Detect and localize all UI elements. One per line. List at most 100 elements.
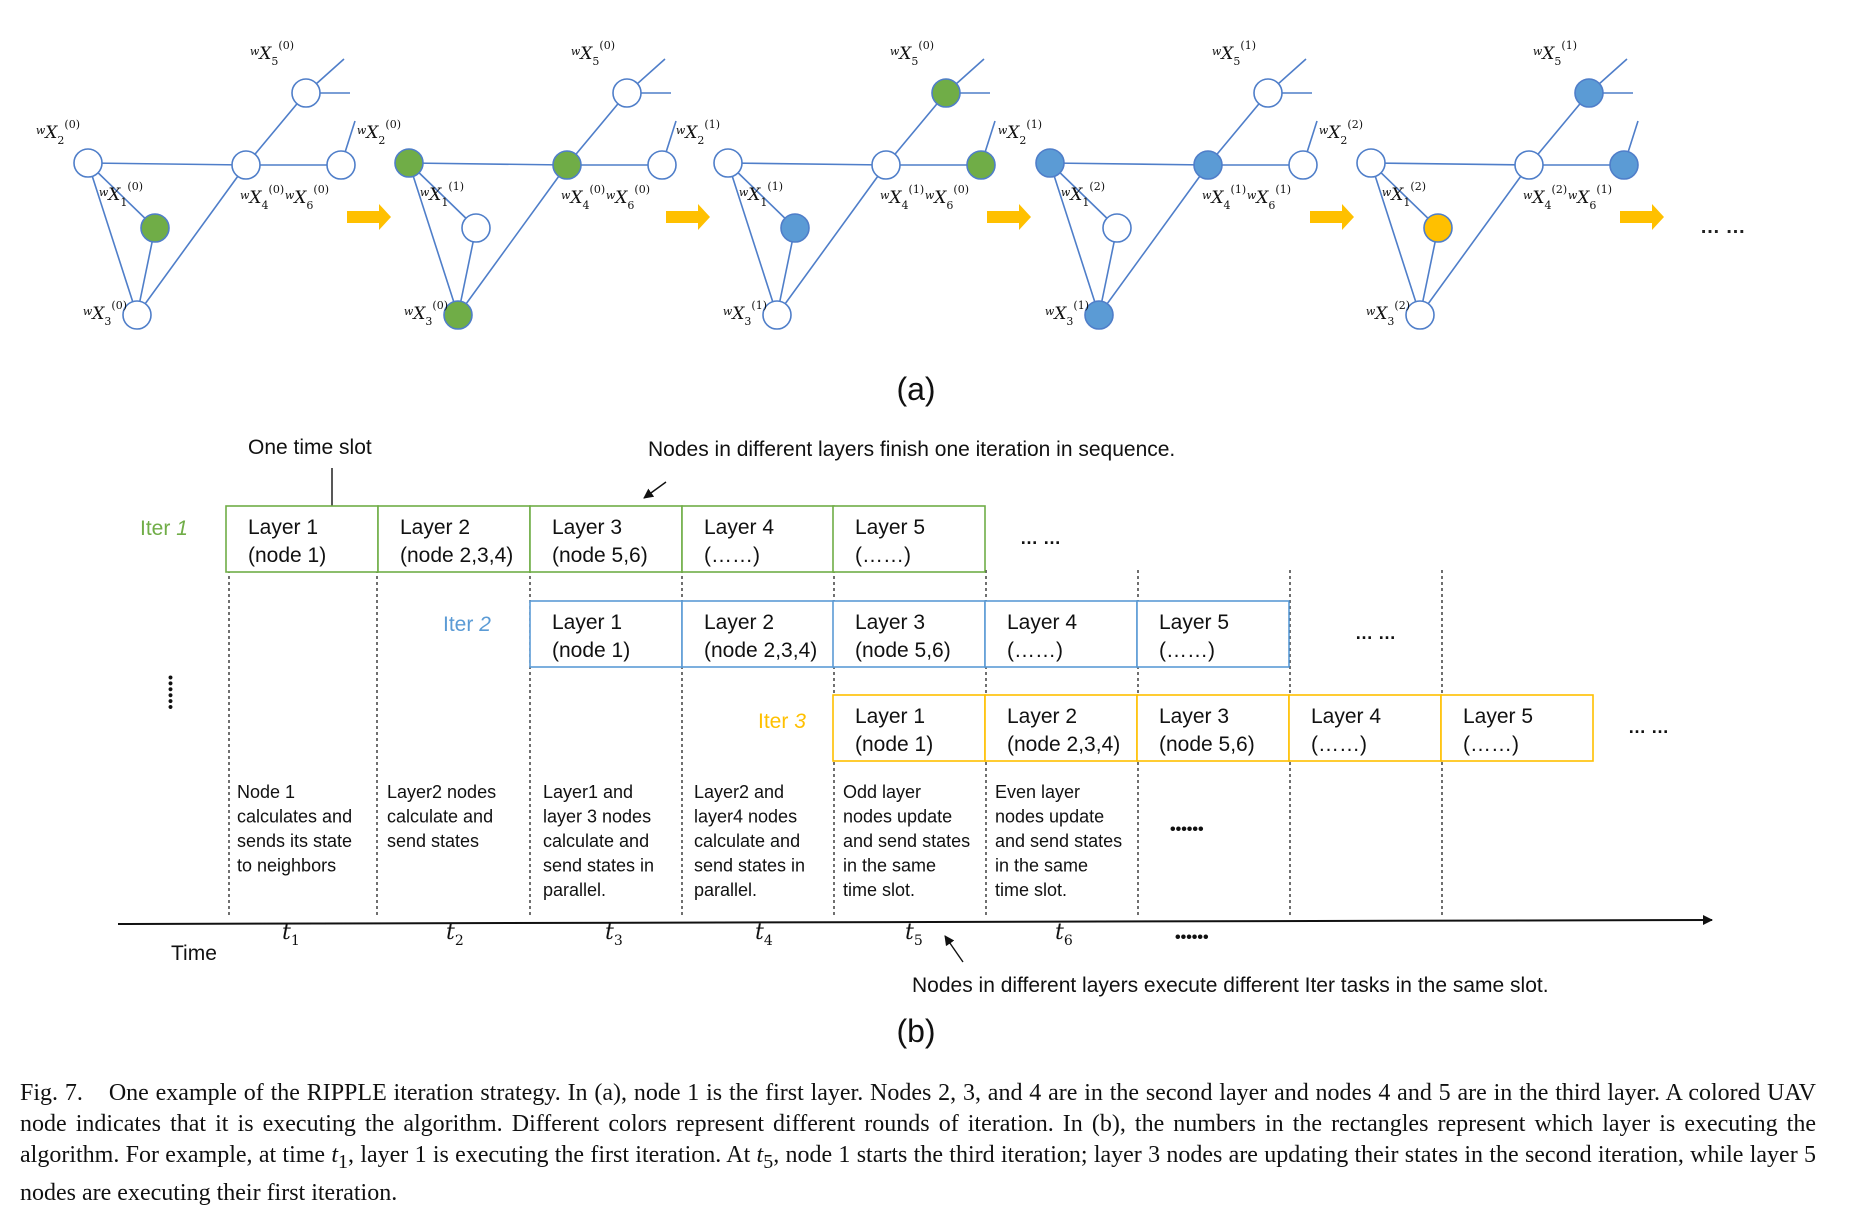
transition-arrow-icon <box>347 204 391 230</box>
node-state-label-4: wX4(0) <box>561 183 605 212</box>
description-line: Layer2 nodes <box>387 782 496 802</box>
edge <box>1528 92 1590 166</box>
layer-cell-nodes: (……) <box>704 544 760 567</box>
time-tick-label: t5 <box>905 920 923 949</box>
time-tick-label: t1 <box>282 920 300 949</box>
layer-cell-nodes: (node 2,3,4) <box>1007 733 1120 756</box>
network-stage-2: wX1(1) wX2(0) wX3(0) wX4(0) wX5(0) wX6(0) <box>357 39 677 330</box>
uav-node-1 <box>461 213 491 243</box>
uav-node-3 <box>1084 300 1114 330</box>
uav-node-6 <box>1609 150 1639 180</box>
node-state-label-6: wX6(1) <box>1568 183 1612 212</box>
node-state-label-2: wX2(2) <box>1319 118 1363 147</box>
transition-arrow-icon <box>666 204 710 230</box>
layer-cell-title: Layer 4 <box>1007 611 1077 634</box>
layer-cell: Layer 2 (node 2,3,4) <box>984 694 1138 762</box>
edge <box>566 92 628 166</box>
layer-cell-box <box>832 694 986 762</box>
node-state-label-5: wX5(1) <box>1533 39 1577 68</box>
layer-cell-nodes: (……) <box>1311 733 1367 756</box>
description-line: in the same <box>843 856 936 876</box>
caption-lead: Fig. 7. <box>20 1080 83 1106</box>
node-state-label-5: wX5(0) <box>571 39 615 68</box>
layer-cell-box <box>1288 694 1442 762</box>
uav-node-2 <box>1035 148 1065 178</box>
edge <box>1049 162 1118 229</box>
transition-arrow-icon <box>987 204 1031 230</box>
layer-cell: Layer 5 (……) <box>1136 600 1290 668</box>
description-line: time slot. <box>995 880 1067 900</box>
uav-node-5 <box>931 78 961 108</box>
description-line: Node 1 <box>237 782 295 802</box>
edge <box>457 227 477 316</box>
layer-cell-box <box>1440 694 1594 762</box>
node-state-label-6: wX6(1) <box>1247 183 1291 212</box>
uav-node-6 <box>966 150 996 180</box>
panel-b-label: (b) <box>896 1013 935 1049</box>
uav-node-1 <box>1102 213 1132 243</box>
layer-cell-title: Layer 3 <box>552 516 622 539</box>
layer-cell: Layer 3 (node 5,6) <box>832 600 986 668</box>
node-state-label-4: wX4(1) <box>880 183 924 212</box>
edge <box>87 162 156 229</box>
caption-text-2: , layer 1 is executing the first iterati… <box>348 1142 757 1168</box>
uav-node-2 <box>1356 148 1386 178</box>
description-line: layer4 nodes <box>694 807 797 827</box>
iteration-rows: Layer 1(node 1)Layer 2(node 2,3,4)Layer … <box>225 505 1669 762</box>
layer-cell: Layer 3 (node 5,6) <box>529 505 683 573</box>
node-state-label-6: wX6(0) <box>606 183 650 212</box>
edge <box>885 92 947 166</box>
network-stage-1: wX1(0) wX2(0) wX3(0) wX4(0) wX5(0) wX6(0) <box>36 39 356 330</box>
uav-node-1 <box>140 213 170 243</box>
tick-ellipsis: •••••• <box>1175 929 1209 946</box>
iter-3-row: Layer 1(node 1)Layer 2(node 2,3,4)Layer … <box>832 694 1669 762</box>
slot-description-2: Layer2 nodes calculate and send states <box>387 782 496 851</box>
edge <box>1207 92 1269 166</box>
uav-node-6 <box>647 150 677 180</box>
node-state-label-6: wX6(0) <box>285 183 329 212</box>
uav-node-3 <box>443 300 473 330</box>
layer-cell: Layer 4 (……) <box>984 600 1138 668</box>
edge <box>1049 162 1209 166</box>
iter-ellipsis: … … <box>1020 528 1061 548</box>
uav-node-4 <box>231 150 261 180</box>
description-line: time slot. <box>843 880 915 900</box>
layer-cell-title: Layer 5 <box>1463 705 1533 728</box>
panel-b-timeline: One time slot Nodes in different layers … <box>0 430 1852 1050</box>
uav-node-6 <box>326 150 356 180</box>
description-line: Layer1 and <box>543 782 633 802</box>
slot-descriptions: Node 1 calculates and sends its state to ne… <box>237 782 1122 900</box>
edge <box>87 162 138 316</box>
iter-3-label: Iter 3 <box>758 710 806 733</box>
stages-ellipsis: … … <box>1700 216 1746 238</box>
layer-cell-title: Layer 4 <box>704 516 774 539</box>
slot-description-4: Layer2 and layer4 nodes calculate and send … <box>694 782 805 900</box>
uav-node-1 <box>1423 213 1453 243</box>
time-tick-label: t2 <box>446 920 464 949</box>
iter-1-label: Iter 1 <box>140 517 188 540</box>
edge <box>408 162 459 316</box>
edge <box>87 162 247 166</box>
vertical-ellipsis: •••••• <box>163 675 179 710</box>
edge <box>1049 162 1100 316</box>
layer-cell-title: Layer 5 <box>855 516 925 539</box>
uav-node-2 <box>73 148 103 178</box>
layer-cell-nodes: (node 1) <box>248 544 326 567</box>
layer-cell: Layer 5 (……) <box>832 505 986 573</box>
edge <box>1370 162 1439 229</box>
uav-node-2 <box>713 148 743 178</box>
node-state-label-3: wX3(1) <box>1045 299 1089 328</box>
iter-1-row: Layer 1(node 1)Layer 2(node 2,3,4)Layer … <box>225 505 1061 573</box>
node-state-label-5: wX5(1) <box>1212 39 1256 68</box>
uav-node-4 <box>871 150 901 180</box>
edge <box>136 227 156 316</box>
edge <box>408 162 477 229</box>
network-stages-svg: wX1(0)wX2(0)wX3(0)wX4(0)wX5(0)wX6(0) wX1(… <box>36 39 1746 407</box>
description-line: calculate and <box>694 831 800 851</box>
iter-ellipsis: … … <box>1355 623 1396 643</box>
caption-t1-sub: 1 <box>338 1150 349 1173</box>
layer-cell-nodes: (node 5,6) <box>855 639 951 662</box>
description-line: Layer2 and <box>694 782 784 802</box>
iter-2-label: Iter 2 <box>443 613 491 636</box>
uav-node-5 <box>612 78 642 108</box>
